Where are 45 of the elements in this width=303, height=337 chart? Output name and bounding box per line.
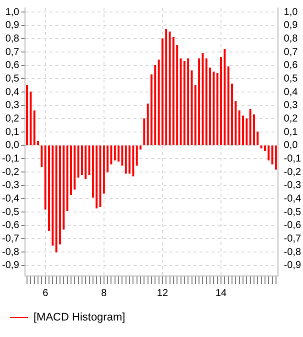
y2-tick-label: -0,8 xyxy=(284,246,302,258)
y2-tick-label: -0,3 xyxy=(284,180,302,192)
y-tick-label: 0,2 xyxy=(5,113,20,124)
y-tick-label: 0,4 xyxy=(5,86,20,98)
y-tick-label: -0,7 xyxy=(2,233,20,244)
x-tick-label: 6 xyxy=(42,288,49,299)
x-tick-label: 8 xyxy=(101,288,108,299)
y2-tick-label: 0,3 xyxy=(284,100,298,112)
y2-tick-label: 0,5 xyxy=(284,73,298,84)
y2-tick-label: 0,9 xyxy=(284,20,298,32)
y-tick-label: 0,7 xyxy=(5,46,20,58)
y2-tick-label: -0,5 xyxy=(284,206,302,218)
y-tick-label: -0,5 xyxy=(2,206,20,218)
y2-tick-label: 0,8 xyxy=(284,33,298,44)
y-tick-label: 0,1 xyxy=(5,126,20,138)
y2-tick-label: 0,4 xyxy=(284,86,298,98)
y2-tick-label: -0,7 xyxy=(284,233,302,244)
y2-tick-label: -0,9 xyxy=(284,260,302,272)
x-tick-label: 14 xyxy=(215,288,228,299)
y-tick-label: 0,0 xyxy=(5,140,20,152)
y-tick-label: -0,8 xyxy=(2,246,20,258)
y-tick-label: -0,2 xyxy=(2,166,20,178)
y-tick-label: -0,3 xyxy=(2,180,20,192)
y-tick-label: -0,6 xyxy=(2,220,20,232)
y2-tick-label: 0,0 xyxy=(284,140,298,152)
y-tick-label: 0,9 xyxy=(5,20,20,32)
x-tick-label: 12 xyxy=(156,288,168,299)
legend-label: [MACD Histogram] xyxy=(34,312,126,324)
y-tick-label: -0,9 xyxy=(2,260,20,272)
y2-tick-label: 0,6 xyxy=(284,60,298,72)
y2-tick-label: -0,1 xyxy=(284,153,302,164)
y2-tick-label: 0,1 xyxy=(284,126,298,138)
y-tick-label: -0,4 xyxy=(2,193,20,204)
y-tick-label: 1,0 xyxy=(5,6,20,18)
y2-tick-label: -0,4 xyxy=(284,193,302,204)
y2-tick-label: 1,0 xyxy=(284,6,298,18)
y-tick-label: 0,3 xyxy=(5,100,20,112)
y2-tick-label: -0,2 xyxy=(284,166,302,178)
y-tick-label: -0,1 xyxy=(2,153,20,164)
y-tick-label: 0,8 xyxy=(5,33,20,44)
y-tick-label: 0,5 xyxy=(5,73,20,84)
y2-tick-label: -0,6 xyxy=(284,220,302,232)
y2-tick-label: 0,7 xyxy=(284,46,298,58)
y-tick-label: 0,6 xyxy=(5,60,20,72)
y2-tick-label: 0,2 xyxy=(284,113,298,124)
